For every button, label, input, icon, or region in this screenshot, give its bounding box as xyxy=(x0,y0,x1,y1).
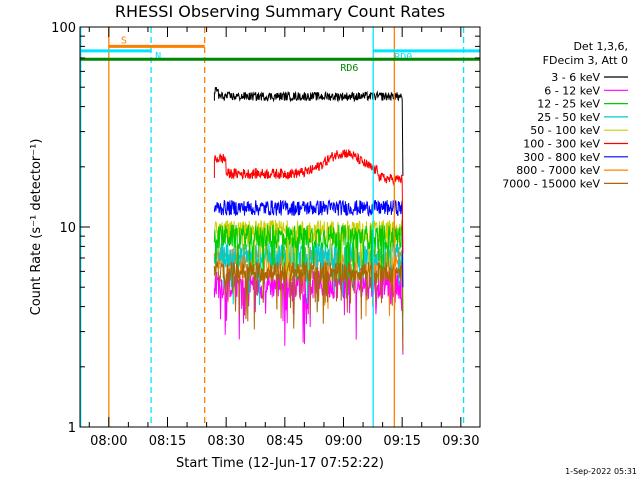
x-tick-label: 09:15 xyxy=(383,434,420,449)
flag-label-n: N xyxy=(155,51,161,62)
legend-label: 7000 - 15000 keV xyxy=(502,177,600,190)
legend-label: 300 - 800 keV xyxy=(523,151,600,164)
x-axis-ticks: 08:00 08:15 08:30 08:45 09:00 09:15 09:30 xyxy=(88,27,480,449)
x-tick-label: 08:30 xyxy=(207,434,244,449)
legend-header-line-2: FDecim 3, Att 0 xyxy=(543,54,628,67)
trace-6-12-kevkev xyxy=(213,270,404,355)
y-axis-label: Count Rate (s⁻¹ detector⁻¹) xyxy=(29,139,44,316)
trace-7000-15000-kevkev xyxy=(213,261,404,352)
legend-label: 25 - 50 keV xyxy=(537,111,600,124)
date-stamp: 1-Sep-2022 05:31 xyxy=(565,467,637,476)
y-tick-label: 100 xyxy=(51,21,76,36)
legend-header-line-1: Det 1,3,6, xyxy=(573,40,628,53)
flag-label-rd0: RD0 xyxy=(394,52,412,63)
legend-label: 50 - 100 keV xyxy=(530,124,600,137)
legend-label: 6 - 12 keV xyxy=(544,84,600,97)
trace-300-800-kevkev xyxy=(213,199,404,288)
x-tick-label: 09:30 xyxy=(442,434,479,449)
trace-3-6-kevkev xyxy=(213,86,404,176)
legend-label: 800 - 7000 keV xyxy=(516,164,600,177)
x-tick-label: 09:00 xyxy=(325,434,362,449)
x-tick-label: 08:15 xyxy=(149,434,186,449)
chart-title: RHESSI Observing Summary Count Rates xyxy=(115,2,445,21)
legend-label: 12 - 25 keV xyxy=(537,98,600,111)
flag-bars: S N RD0 RD6 xyxy=(80,35,480,74)
trace-12-25-kevkev xyxy=(213,224,404,316)
flag-label-s: S xyxy=(121,35,127,46)
y-tick-label: 1 xyxy=(68,421,76,436)
count-rate-traces xyxy=(213,86,404,355)
y-axis-ticks: 1 10 100 xyxy=(51,21,480,436)
x-tick-label: 08:45 xyxy=(266,434,303,449)
y-tick-label: 10 xyxy=(59,221,76,236)
flag-label-rd6: RD6 xyxy=(340,63,358,74)
legend-label: 3 - 6 keV xyxy=(551,71,600,84)
x-axis-label: Start Time (12-Jun-17 07:52:22) xyxy=(176,456,384,471)
x-tick-label: 08:00 xyxy=(90,434,127,449)
legend-label: 100 - 300 keV xyxy=(523,138,600,151)
trace-100-300-kevkev xyxy=(213,149,404,254)
